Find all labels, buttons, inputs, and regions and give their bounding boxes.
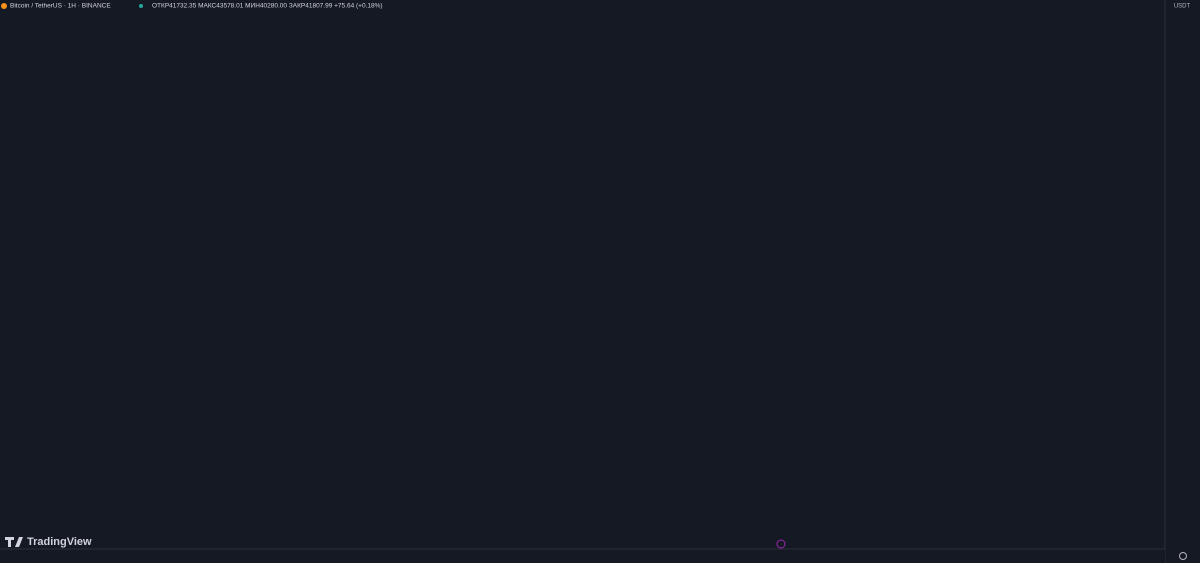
event-icon[interactable] [776, 539, 786, 549]
symbol[interactable]: Bitcoin / TetherUS · 1H · BINANCE [10, 3, 111, 10]
brand: TradingView [27, 536, 92, 548]
logo-mark [5, 537, 23, 547]
status-dot [139, 4, 143, 8]
price-axis-panel [1165, 0, 1200, 563]
logo: TradingView [5, 536, 92, 548]
ohlc: ОТКР41732.35 МАКС43578.01 МИН40280.00 ЗА… [152, 3, 383, 10]
currency[interactable]: USDT [1174, 4, 1191, 10]
time-axis-panel [0, 549, 1165, 563]
symbol-icon [1, 3, 7, 9]
settings-icon[interactable] [1179, 552, 1187, 560]
